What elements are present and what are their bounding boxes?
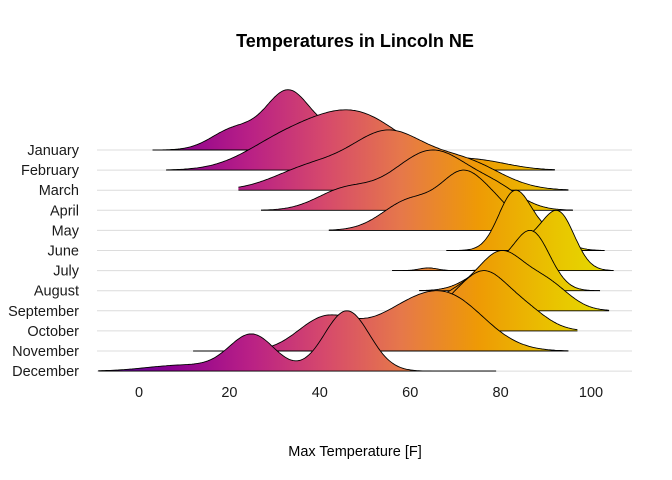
y-tick-label: January (27, 143, 79, 159)
ridge-fill-may (328, 170, 537, 231)
x-tick-label: 60 (402, 385, 418, 401)
ridge-outline-march (238, 129, 569, 191)
y-tick-label: June (48, 244, 79, 260)
ridges (98, 89, 614, 372)
ridge-fill-july (392, 210, 614, 271)
ridge-outline-september (419, 250, 610, 311)
y-tick-label: November (12, 344, 79, 360)
y-tick-label: October (27, 324, 79, 340)
ridge-fill-november (193, 290, 569, 351)
y-tick-label: March (39, 183, 79, 199)
ridge-outline-august (419, 229, 601, 292)
y-tick-label: December (12, 364, 79, 380)
x-tick-label: 20 (221, 385, 237, 401)
x-axis-labels: 0 20 40 60 80 100 (135, 385, 603, 401)
x-axis-title: Max Temperature [F] (288, 444, 422, 460)
x-tick-label: 40 (312, 385, 328, 401)
y-tick-label: August (34, 284, 79, 300)
x-tick-label: 100 (579, 385, 603, 401)
y-tick-label: May (52, 223, 80, 239)
chart-title: Temperatures in Lincoln NE (236, 31, 474, 51)
ridge-outline-february (166, 109, 555, 171)
ridge-outline-may (328, 169, 537, 231)
y-tick-label: September (8, 304, 79, 320)
ridge-fill-june (446, 190, 605, 251)
x-tick-label: 0 (135, 385, 143, 401)
y-tick-label: July (53, 264, 80, 280)
y-tick-label: February (21, 163, 80, 179)
y-tick-label: April (50, 203, 79, 219)
y-axis-labels: January February March April May June July Augu… (8, 143, 80, 380)
x-tick-label: 80 (493, 385, 509, 401)
